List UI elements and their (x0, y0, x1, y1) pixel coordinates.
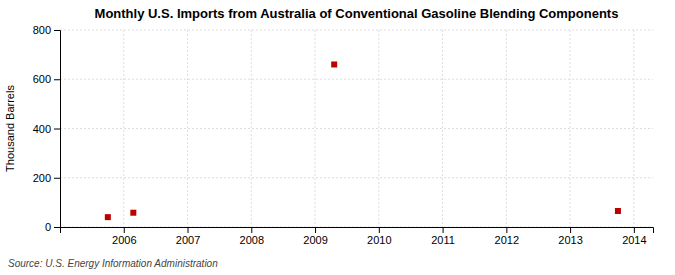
y-axis-tick-label: 0 (45, 221, 51, 233)
x-axis-tick: 2006 (112, 227, 136, 246)
x-axis-tick: 2007 (176, 227, 200, 246)
x-axis-tick-label: 2014 (622, 234, 646, 246)
square-point (615, 208, 621, 214)
y-axis-title: Thousand Barrels (4, 85, 16, 172)
points (105, 61, 621, 220)
x-axis-tick-mark (570, 227, 571, 233)
grid-line-x (442, 30, 443, 227)
y-axis-tick: 400 (33, 123, 60, 135)
grid-line-y (60, 30, 653, 31)
y-axis-tick-label: 800 (33, 24, 51, 36)
grid-line-y (60, 128, 653, 129)
square-point (105, 214, 111, 220)
x-axis-tick: 2008 (240, 227, 264, 246)
square-point (331, 61, 337, 67)
y-axis-line (54, 31, 61, 228)
y-axis-tick-label: 200 (33, 172, 51, 184)
y-axis-tick-mark (54, 79, 60, 80)
x-axis-tick-mark (379, 227, 380, 233)
x-axis-tick-label: 2008 (240, 234, 264, 246)
y-axis-tick-mark (54, 227, 60, 228)
grid-line-y (60, 177, 653, 178)
y-axis-tick-label: 400 (33, 123, 51, 135)
x-axis-tick-mark (506, 227, 507, 233)
y-axis-tick: 800 (33, 24, 60, 36)
grid (60, 30, 653, 227)
x-axis-tick-mark (315, 227, 316, 233)
x-axis-tick-mark (443, 227, 444, 233)
x-axis-tick-label: 2007 (176, 234, 200, 246)
x-axis-line (61, 228, 654, 234)
plot: 2006 2007 2008 2009 2010 2011 2012 2013 2014 0 200… (33, 24, 654, 246)
x-axis-tick-mark (634, 227, 635, 233)
x-axis-tick-mark (251, 227, 252, 233)
x-axis-tick: 2013 (558, 227, 582, 246)
chart: 2006 2007 2008 2009 2010 2011 2012 2013 2014 0 200… (0, 0, 675, 275)
y-axis-tick-mark (54, 30, 60, 31)
source-note: Source: U.S. Energy Information Administ… (8, 258, 218, 269)
x-axis-tick-label: 2009 (303, 234, 327, 246)
y-axis-tick-label: 600 (33, 73, 51, 85)
y-axis-tick: 600 (33, 73, 60, 85)
x-axis-tick: 2014 (622, 227, 646, 246)
x-axis-tick-label: 2013 (558, 234, 582, 246)
grid-line-x (251, 30, 252, 227)
y-axis-tick-mark (54, 129, 60, 130)
x-axis-tick-mark (188, 227, 189, 233)
x-axis: 2006 2007 2008 2009 2010 2011 2012 2013 2014 (61, 227, 654, 246)
y-axis-tick: 200 (33, 172, 60, 184)
x-axis-tick: 2010 (367, 227, 391, 246)
title: Monthly U.S. Imports from Australia of C… (95, 6, 619, 21)
y-axis-tick: 0 (45, 221, 60, 233)
grid-line-x (315, 30, 316, 227)
x-axis-tick: 2009 (303, 227, 327, 246)
grid-line-x (378, 30, 379, 227)
x-axis-tick-mark (124, 227, 125, 233)
grid-line-x (187, 30, 188, 227)
square-point (130, 210, 136, 216)
x-axis-tick-label: 2011 (431, 234, 455, 246)
x-axis-tick-label: 2006 (112, 234, 136, 246)
x-axis-tick-label: 2012 (495, 234, 519, 246)
y-axis-tick-mark (54, 178, 60, 179)
x-axis-tick: 2011 (431, 227, 455, 246)
grid-line-y (60, 79, 653, 80)
x-axis-tick-label: 2010 (367, 234, 391, 246)
y-axis: 0 200 400 600 800 (33, 24, 61, 233)
x-axis-tick: 2012 (495, 227, 519, 246)
